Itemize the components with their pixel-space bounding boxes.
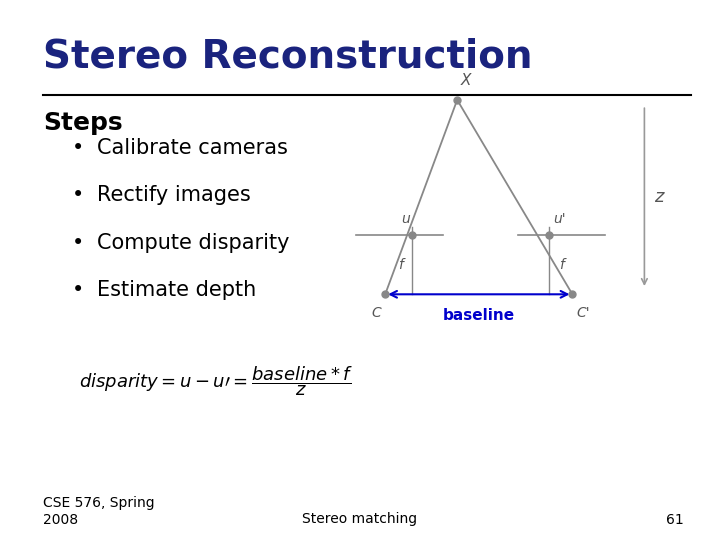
Text: •: • xyxy=(72,185,84,205)
Text: 61: 61 xyxy=(666,512,684,526)
Text: z: z xyxy=(654,188,664,206)
Text: Steps: Steps xyxy=(43,111,123,134)
Text: X: X xyxy=(461,73,472,88)
Point xyxy=(379,290,391,299)
Text: baseline: baseline xyxy=(443,308,515,323)
Text: Calibrate cameras: Calibrate cameras xyxy=(97,138,288,158)
Point xyxy=(451,96,463,104)
Text: CSE 576, Spring
2008: CSE 576, Spring 2008 xyxy=(43,496,155,526)
Text: Stereo matching: Stereo matching xyxy=(302,512,418,526)
Point xyxy=(406,231,418,239)
Text: Rectify images: Rectify images xyxy=(97,185,251,205)
Text: f: f xyxy=(397,258,402,272)
Text: u: u xyxy=(401,212,410,226)
Text: Compute disparity: Compute disparity xyxy=(97,233,289,253)
Text: C: C xyxy=(372,306,382,320)
Text: f: f xyxy=(559,258,564,272)
Point xyxy=(567,290,578,299)
Text: u': u' xyxy=(553,212,566,226)
Text: •: • xyxy=(72,280,84,300)
Text: C': C' xyxy=(576,306,590,320)
Text: Stereo Reconstruction: Stereo Reconstruction xyxy=(43,38,533,76)
Text: Estimate depth: Estimate depth xyxy=(97,280,256,300)
Text: $\mathit{disparity} = u - u\prime = \dfrac{\mathit{baseline} * f}{z}$: $\mathit{disparity} = u - u\prime = \dfr… xyxy=(78,364,354,397)
Text: •: • xyxy=(72,138,84,158)
Point xyxy=(544,231,555,239)
Text: •: • xyxy=(72,233,84,253)
